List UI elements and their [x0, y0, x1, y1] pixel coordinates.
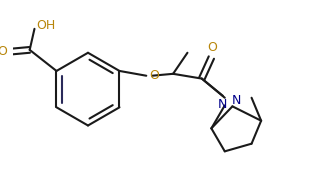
- Text: O: O: [0, 45, 7, 58]
- Text: N: N: [218, 98, 228, 111]
- Text: N: N: [232, 94, 241, 107]
- Text: O: O: [207, 41, 217, 54]
- Text: O: O: [149, 69, 159, 82]
- Text: OH: OH: [36, 19, 56, 31]
